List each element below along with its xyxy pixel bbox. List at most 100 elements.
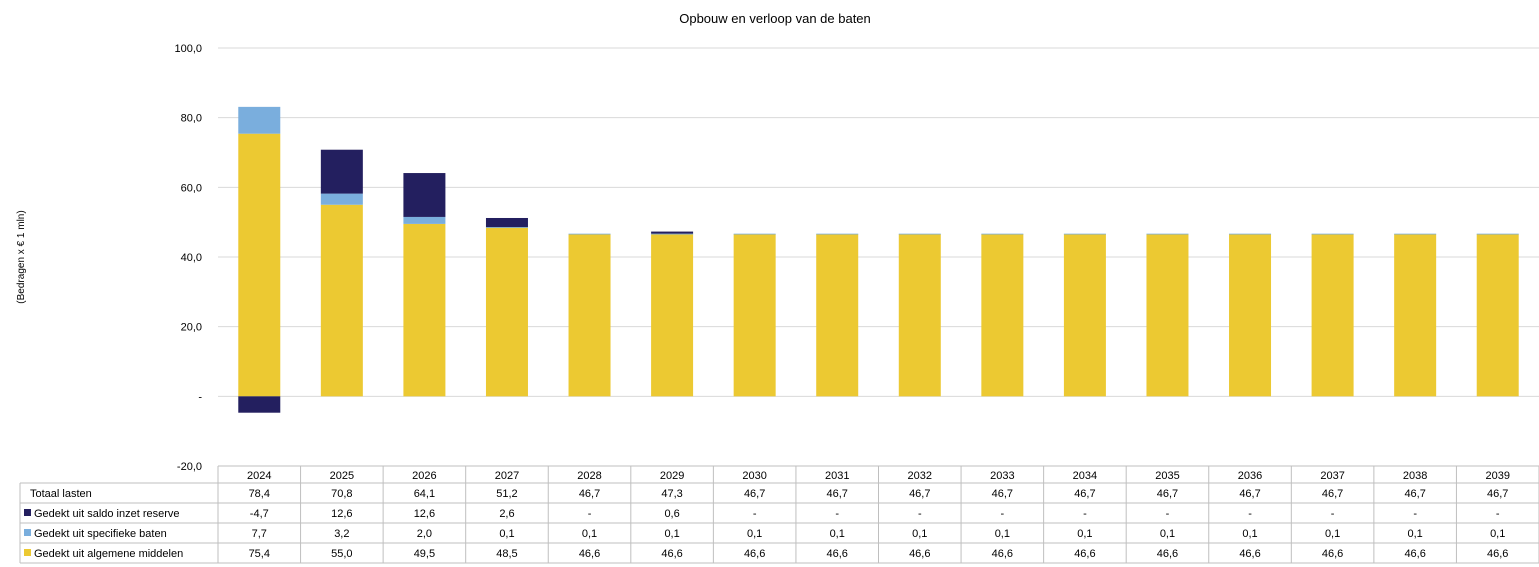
bar-saldo-inzet-reserve [403,173,446,217]
bar-algemene-middelen [403,223,446,397]
data-label: 46,6 [1322,548,1343,560]
data-label: 3,2 [334,528,349,540]
legend-entry: Gedekt uit specifieke baten [34,528,167,540]
bar-algemene-middelen [816,234,859,397]
legend-swatch [24,549,31,556]
bar-specifieke-baten [485,227,528,228]
data-label: 46,7 [1239,488,1260,500]
data-label: 46,6 [1157,548,1178,560]
bar-algemene-middelen [1476,234,1519,397]
data-label: - [918,508,922,520]
y-tick-label: 40,0 [181,252,202,264]
x-tick-label: 2029 [660,470,684,482]
data-label: - [1166,508,1170,520]
data-label: 0,6 [664,508,679,520]
y-tick-label: 60,0 [181,182,202,194]
data-label: 46,7 [579,488,600,500]
bar-specifieke-baten [651,233,694,235]
y-axis-label: (Bedragen x € 1 mln) [16,210,27,303]
data-label: 12,6 [414,508,435,520]
data-label: 46,6 [909,548,930,560]
bars [238,106,1519,413]
bar-specifieke-baten [1476,233,1519,235]
data-label: 46,6 [827,548,848,560]
data-label: 0,1 [747,528,762,540]
bar-algemene-middelen [568,234,611,397]
bar-saldo-inzet-reserve [238,396,281,413]
y-tick-label: -20,0 [177,461,202,473]
x-tick-label: 2038 [1403,470,1427,482]
data-label: 46,7 [827,488,848,500]
bar-specifieke-baten [981,233,1024,235]
bar-algemene-middelen [981,234,1024,397]
data-label: 46,7 [909,488,930,500]
data-label: 49,5 [414,548,435,560]
y-tick-label: 100,0 [174,43,202,55]
bar-algemene-middelen [320,204,363,397]
data-label: - [1248,508,1252,520]
bar-algemene-middelen [733,234,776,397]
legend-swatch [24,529,31,536]
legend-entry: Gedekt uit algemene middelen [34,548,183,560]
data-label: 46,7 [1157,488,1178,500]
data-label: 46,6 [661,548,682,560]
data-label: 46,6 [1404,548,1425,560]
bar-specifieke-baten [320,193,363,205]
data-label: 0,1 [582,528,597,540]
data-label: 2,0 [417,528,432,540]
y-tick-label: - [198,391,202,403]
data-label: 46,7 [744,488,765,500]
bar-specifieke-baten [733,233,776,235]
data-label: 12,6 [331,508,352,520]
bar-specifieke-baten [1063,233,1106,235]
x-tick-label: 2034 [1073,470,1097,482]
bar-specifieke-baten [1229,233,1272,235]
data-label: 46,6 [1074,548,1095,560]
data-label: 0,1 [912,528,927,540]
data-label: 0,1 [1242,528,1257,540]
data-label: 7,7 [252,528,267,540]
bar-algemene-middelen [485,227,528,397]
data-label: 55,0 [331,548,352,560]
data-label: 46,6 [1239,548,1260,560]
bar-algemene-middelen [238,133,281,397]
data-label: 46,6 [579,548,600,560]
data-label: 46,6 [1487,548,1508,560]
data-label: - [1331,508,1335,520]
data-label: 0,1 [664,528,679,540]
bar-specifieke-baten [238,106,281,134]
data-label: - [1001,508,1005,520]
data-label: 46,7 [1404,488,1425,500]
bar-algemene-middelen [1063,234,1106,397]
data-label: -4,7 [250,508,269,520]
data-label: 0,1 [995,528,1010,540]
data-label: 0,1 [1077,528,1092,540]
data-label: 46,7 [1487,488,1508,500]
data-label: - [1413,508,1417,520]
data-label: - [835,508,839,520]
bar-algemene-middelen [898,234,941,397]
bar-algemene-middelen [1229,234,1272,397]
bar-algemene-middelen [1394,234,1437,397]
y-tick-label: 80,0 [181,113,202,125]
data-label: 75,4 [249,548,270,560]
x-tick-label: 2031 [825,470,849,482]
bar-saldo-inzet-reserve [651,231,694,234]
data-label: 47,3 [661,488,682,500]
bar-specifieke-baten [1146,233,1189,235]
data-label: - [1496,508,1500,520]
x-tick-label: 2036 [1238,470,1262,482]
data-label: 70,8 [331,488,352,500]
x-tick-label: 2032 [908,470,932,482]
data-label: 0,1 [1325,528,1340,540]
bar-algemene-middelen [651,234,694,397]
bar-algemene-middelen [1311,234,1354,397]
x-tick-label: 2024 [247,470,271,482]
x-tick-label: 2030 [742,470,766,482]
data-label: 0,1 [830,528,845,540]
legend-entry: Totaal lasten [30,488,92,500]
x-tick-label: 2028 [577,470,601,482]
data-label: - [1083,508,1087,520]
